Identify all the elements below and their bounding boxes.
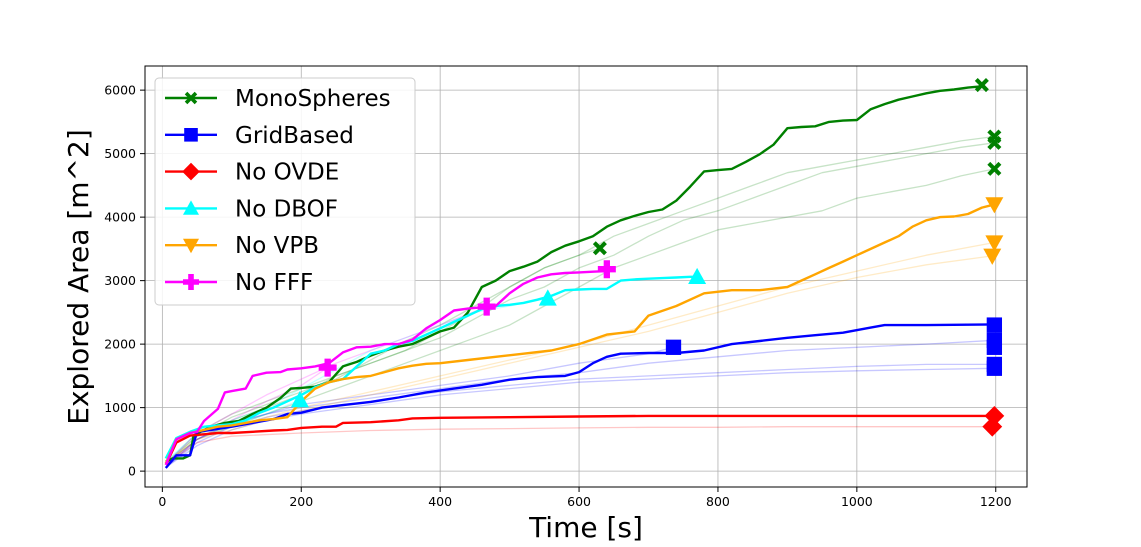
series-line-faint-no-ovde xyxy=(165,426,993,466)
legend-label-no-ovde: No OVDE xyxy=(235,160,339,186)
legend-marker-no-ovde xyxy=(182,162,200,181)
series-line-faint-gridbased xyxy=(165,367,995,468)
x-tick-label: 1200 xyxy=(980,494,1012,509)
x-tick-label: 400 xyxy=(428,494,452,509)
series-marker-no-vpb xyxy=(985,197,1004,214)
x-tick-label: 800 xyxy=(706,494,730,509)
series-marker-gridbased xyxy=(986,339,1003,355)
legend: MonoSpheres GridBased No OVDE No DBOF No VPB… xyxy=(154,77,416,306)
x-axis-label: Time [s] xyxy=(528,511,643,544)
series-marker-no-fff xyxy=(477,297,496,316)
series-lines xyxy=(164,85,995,469)
series-marker-no-vpb xyxy=(983,248,1002,265)
series-marker-no-dbof xyxy=(538,289,557,306)
x-axis-ticks: 0 200 400 600 800 1000 1200 xyxy=(158,487,1012,509)
series-line-gridbased xyxy=(164,323,995,469)
series-marker-monospheres xyxy=(592,241,607,256)
series-marker-monospheres xyxy=(987,135,1002,150)
series-marker-gridbased xyxy=(665,339,682,355)
y-tick-label: 1000 xyxy=(104,400,136,415)
legend-label-gridbased: GridBased xyxy=(235,123,354,149)
series-line-no-vpb xyxy=(164,203,995,464)
legend-marker-no-vpb xyxy=(183,238,199,254)
x-tick-label: 0 xyxy=(158,494,166,509)
legend-label-no-vpb: No VPB xyxy=(235,233,319,259)
x-tick-label: 600 xyxy=(567,494,591,509)
series-marker-no-dbof xyxy=(688,267,707,285)
legend-marker-gridbased xyxy=(184,128,198,142)
grid xyxy=(145,66,1027,487)
y-axis-ticks: 0 1000 2000 3000 4000 5000 6000 xyxy=(104,83,145,479)
series-marker-no-dbof xyxy=(290,391,309,408)
y-tick-label: 4000 xyxy=(104,210,136,225)
series-line-no-dbof xyxy=(164,275,698,459)
y-axis-label: Explored Area [m^2] xyxy=(62,129,95,424)
x-tick-label: 200 xyxy=(289,494,313,509)
legend-box xyxy=(154,77,416,306)
legend-marker-no-fff xyxy=(183,274,199,290)
legend-label-no-dbof: No DBOF xyxy=(235,196,338,222)
series-marker-gridbased xyxy=(986,317,1003,333)
legend-label-monospheres: MonoSpheres xyxy=(235,86,391,112)
series-endpoint-markers xyxy=(290,78,1005,437)
series-marker-gridbased xyxy=(986,360,1003,376)
series-line-no-fff xyxy=(164,269,607,466)
legend-label-no-fff: No FFF xyxy=(235,270,313,296)
series-line-monospheres xyxy=(165,85,983,463)
series-marker-no-fff xyxy=(597,260,616,279)
series-line-faint-no-vpb xyxy=(165,255,993,465)
series-line-no-ovde xyxy=(164,414,995,466)
y-tick-label: 3000 xyxy=(104,273,136,288)
series-marker-no-fff xyxy=(318,358,337,377)
legend-marker-no-dbof xyxy=(183,200,199,215)
series-marker-monospheres xyxy=(974,78,989,93)
series-marker-monospheres xyxy=(987,161,1002,176)
y-tick-label: 0 xyxy=(128,464,136,479)
plot-frame xyxy=(144,65,1028,488)
y-tick-label: 5000 xyxy=(104,146,136,161)
x-tick-label: 1000 xyxy=(841,494,873,509)
series-marker-no-ovde xyxy=(982,416,1003,437)
legend-marker-monospheres xyxy=(184,91,198,105)
y-tick-label: 6000 xyxy=(104,83,136,98)
series-marker-no-vpb xyxy=(985,235,1004,252)
y-tick-label: 2000 xyxy=(104,337,136,352)
